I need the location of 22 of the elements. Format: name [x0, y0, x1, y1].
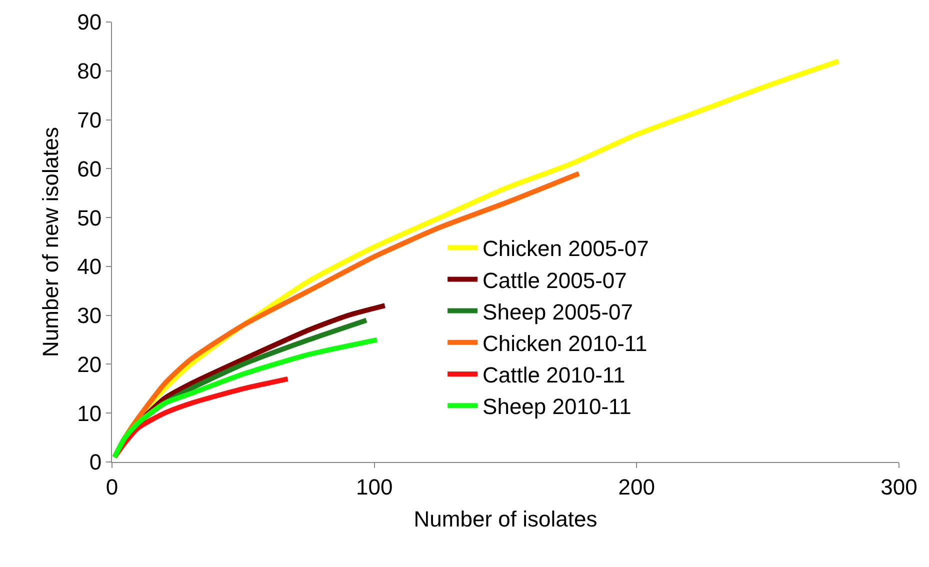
- x-tick-label: 200: [618, 474, 656, 500]
- y-tick-label: 30: [77, 303, 102, 328]
- legend-label: Chicken 2005-07: [482, 236, 649, 262]
- y-tick-label: 10: [77, 400, 102, 426]
- y-tick-label: 20: [77, 352, 102, 377]
- y-axis-title: Number of new isolates: [38, 127, 63, 357]
- legend-label: Cattle 2010-11: [482, 362, 626, 388]
- x-tick-label: 100: [356, 474, 393, 500]
- y-tick-label: 70: [77, 107, 102, 132]
- legend-label: Sheep 2005-07: [482, 299, 634, 324]
- y-tick-label: 50: [77, 205, 102, 230]
- legend-label: Sheep 2010-11: [482, 394, 632, 420]
- legend-label: Chicken 2010-11: [482, 330, 648, 356]
- x-tick-label: 0: [106, 474, 118, 500]
- y-tick-label: 60: [77, 156, 102, 182]
- x-tick-label: 300: [880, 474, 918, 500]
- y-tick-label: 0: [89, 450, 102, 475]
- legend-label: Cattle 2005-07: [482, 268, 627, 293]
- y-tick-label: 80: [77, 58, 102, 84]
- y-tick-label: 90: [77, 10, 102, 35]
- y-tick-label: 40: [77, 254, 102, 280]
- x-axis-title: Number of isolates: [414, 506, 598, 532]
